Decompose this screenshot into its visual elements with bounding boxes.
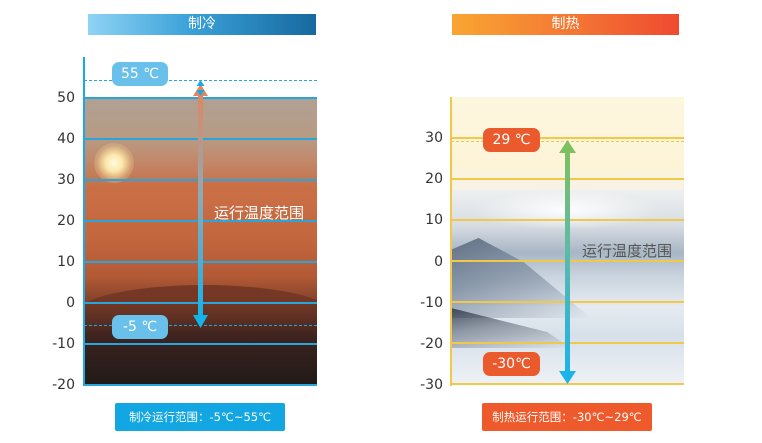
cooling-range-arrow [193, 80, 208, 328]
heating-gridline [451, 137, 684, 139]
heating-tick-label: 30 [425, 130, 443, 146]
heating-tick-label: -20 [420, 336, 443, 352]
cooling-tick-label: -20 [52, 377, 75, 393]
cooling-tick-label: 0 [66, 295, 75, 311]
cooling-title: 制冷 [188, 16, 216, 32]
heating-range-label: 运行温度范围 [582, 242, 673, 260]
sun-glow [94, 143, 134, 183]
cooling-range-label: 运行温度范围 [214, 204, 305, 222]
heating-tick-label: 10 [425, 212, 443, 228]
cooling-min-label: -5 ℃ [112, 315, 168, 339]
heating-tick-label: -10 [420, 295, 443, 311]
cooling-tick-label: 30 [57, 172, 75, 188]
cooling-gridline [84, 343, 317, 345]
heating-range-arrow [559, 140, 576, 384]
heating-min-label: -30℃ [483, 352, 540, 376]
heating-header: 制热 [452, 14, 679, 35]
cooling-footer: 制冷运行范围：-5℃~55℃ [115, 403, 285, 431]
cooling-tick-label: 10 [57, 254, 75, 270]
cooling-tick-label: -10 [52, 336, 75, 352]
heating-footer: 制热运行范围：-30℃~29℃ [482, 403, 652, 431]
cooling-header: 制冷 [88, 14, 316, 35]
heating-max-label: 29 ℃ [483, 128, 540, 152]
heating-y-axis [450, 97, 452, 386]
heating-title: 制热 [551, 16, 580, 32]
heating-tick-label: 20 [425, 171, 443, 187]
heating-tick-label: 0 [434, 254, 443, 270]
cooling-tick-label: 50 [57, 90, 75, 106]
cooling-tick-label: 20 [57, 213, 75, 229]
heating-tick-label: -30 [420, 377, 443, 393]
cooling-tick-label: 40 [57, 131, 75, 147]
cooling-max-label: 55 ℃ [112, 62, 168, 86]
cooling-gridline [84, 384, 317, 386]
